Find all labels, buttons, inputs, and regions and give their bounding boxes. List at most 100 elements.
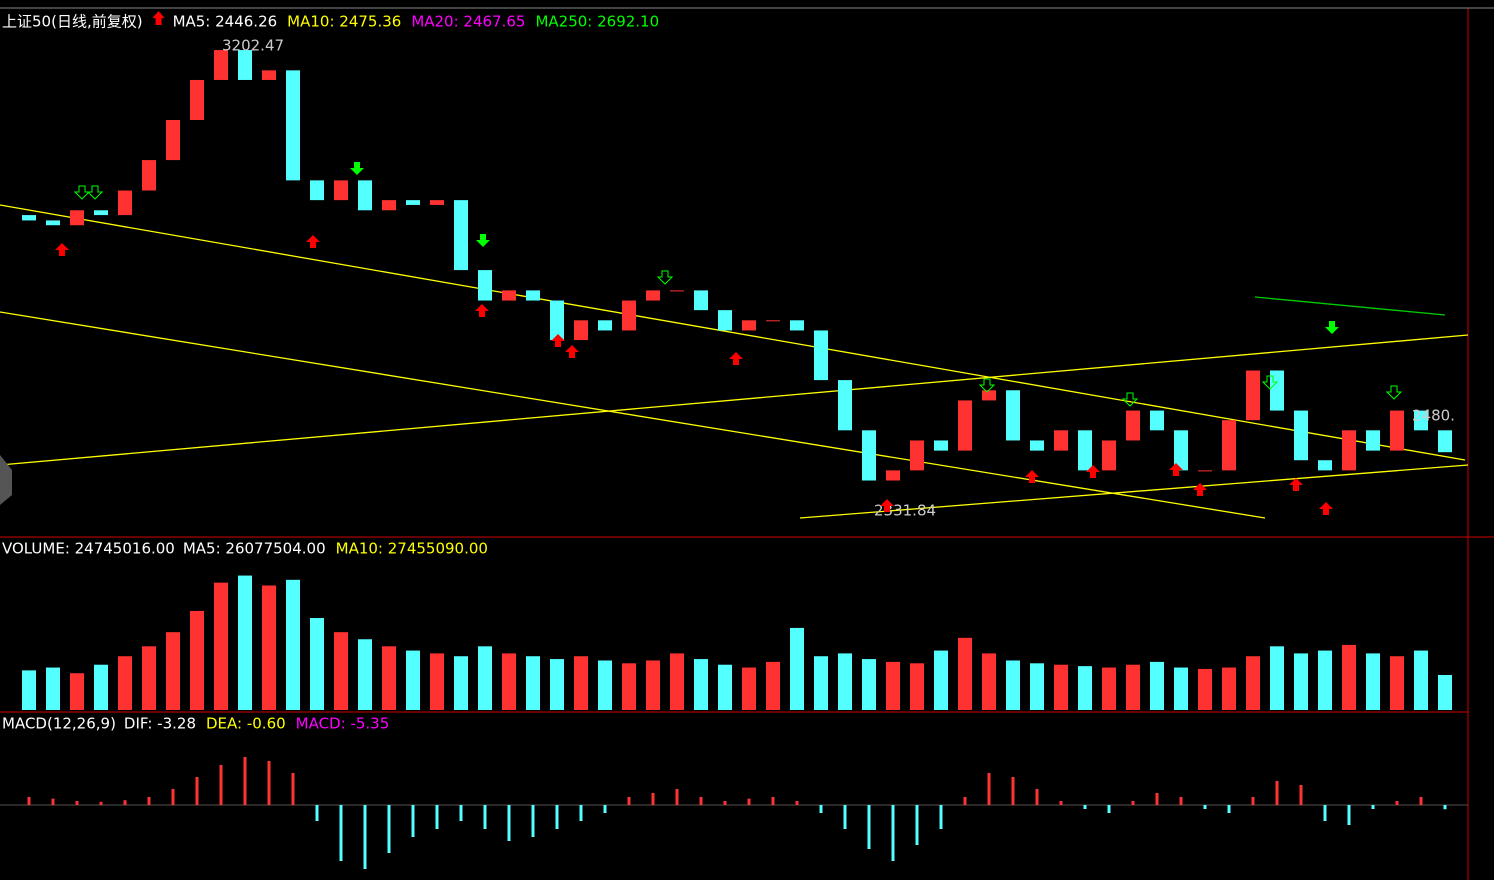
candle	[478, 270, 492, 301]
volume-bar	[46, 667, 60, 710]
macd-bar	[1011, 777, 1015, 805]
volume-bar	[1102, 667, 1116, 710]
chart-title: 上证50(日线,前复权)	[2, 13, 143, 31]
sell-arrow-hollow	[978, 378, 996, 393]
indicator-label: MA5: 2446.26	[173, 13, 278, 31]
candle	[742, 320, 756, 331]
volume-bar	[622, 663, 636, 710]
macd-bar	[267, 761, 271, 805]
volume-bar	[214, 582, 228, 710]
macd-bar	[315, 805, 319, 821]
candle	[214, 50, 228, 80]
candle	[1030, 440, 1044, 451]
price-annotation: 2480.	[1412, 407, 1455, 425]
macd-bar	[531, 805, 535, 837]
macd-bar	[1203, 805, 1207, 809]
candle	[982, 390, 996, 401]
volume-bar	[190, 610, 204, 710]
macd-bar	[363, 805, 367, 869]
candle	[430, 200, 444, 205]
volume-bar	[742, 667, 756, 710]
candle	[598, 320, 612, 331]
macd-bar	[747, 798, 751, 805]
macd-bar	[435, 805, 439, 829]
candle	[1318, 460, 1332, 471]
candle	[310, 180, 324, 201]
volume-bar	[1366, 653, 1380, 710]
candle	[118, 190, 132, 216]
volume-bar	[454, 656, 468, 710]
volume-bar	[238, 575, 252, 710]
volume-bar	[718, 664, 732, 710]
buy-arrow	[551, 334, 565, 347]
candle	[1174, 430, 1188, 471]
candle	[1102, 440, 1116, 471]
volume-bar	[94, 664, 108, 710]
indicator-label: MA10: 27455090.00	[336, 540, 488, 558]
volume-bar	[694, 659, 708, 710]
candle	[1366, 430, 1380, 451]
macd-bar	[1179, 797, 1183, 805]
candle	[1126, 410, 1140, 441]
macd-bar	[1083, 805, 1087, 809]
candle	[142, 160, 156, 191]
candle	[1342, 430, 1356, 471]
macd-bar	[75, 801, 79, 805]
candle	[886, 470, 900, 481]
scroll-handle[interactable]	[0, 455, 12, 505]
volume-bar	[1342, 644, 1356, 710]
macd-bar	[603, 805, 607, 813]
buy-arrow	[1193, 483, 1207, 496]
buy-arrow	[880, 499, 894, 512]
candle	[166, 120, 180, 161]
macd-bar	[675, 789, 679, 805]
candle	[646, 290, 660, 301]
volume-bar	[1030, 663, 1044, 710]
candle	[46, 220, 60, 226]
buy-arrow	[475, 304, 489, 317]
candle	[502, 290, 516, 301]
sell-arrow-hollow	[656, 270, 674, 285]
macd-bar	[291, 773, 295, 805]
trend-lines	[0, 204, 1469, 519]
macd-bar	[651, 793, 655, 805]
candle	[1078, 430, 1092, 471]
macd-bar	[483, 805, 487, 829]
volume-bar	[1006, 660, 1020, 710]
buy-arrow	[1289, 478, 1303, 491]
volume-bar	[1414, 650, 1428, 710]
volume-bar	[814, 656, 828, 710]
macd-bar	[1131, 801, 1135, 805]
sell-arrow-hollow	[73, 185, 91, 200]
macd-bar	[555, 805, 559, 829]
candle	[1246, 370, 1260, 421]
candle	[454, 200, 468, 271]
indicator-label: MA20: 2467.65	[411, 13, 525, 31]
volume-bar	[550, 659, 564, 710]
macd-bar	[963, 797, 967, 805]
candle	[934, 440, 948, 451]
candle	[1054, 430, 1068, 451]
buy-arrow	[306, 235, 320, 248]
volume-bar	[70, 673, 84, 710]
macd-bar	[219, 765, 223, 805]
candle	[862, 430, 876, 481]
ma250-line	[1254, 296, 1446, 316]
volume-bar	[1078, 666, 1092, 710]
volume-bar	[310, 618, 324, 710]
volume-bar	[286, 579, 300, 710]
candle	[334, 180, 348, 201]
volume-bar	[406, 650, 420, 710]
candle	[1438, 430, 1452, 453]
volume-bar	[526, 656, 540, 710]
macd-bar	[99, 801, 103, 805]
candle	[22, 215, 36, 221]
volume-bar	[646, 660, 660, 710]
macd-bar	[1443, 805, 1447, 810]
macd-bar	[1155, 793, 1159, 805]
indicator-label: MA250: 2692.10	[535, 13, 659, 31]
macd-bar	[1035, 789, 1039, 805]
volume-bar	[1246, 656, 1260, 710]
candle	[1198, 470, 1212, 472]
macd-bar	[1323, 805, 1327, 821]
